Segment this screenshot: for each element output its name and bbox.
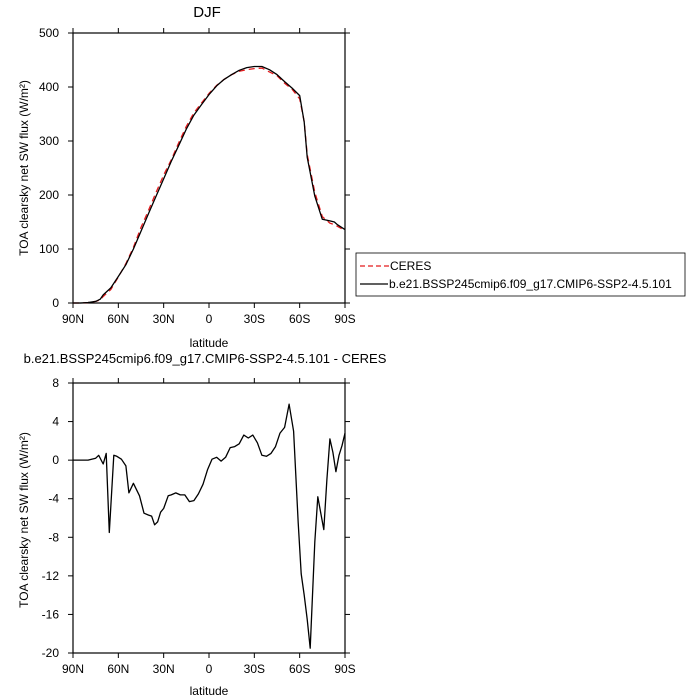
top-y-axis-label: TOA clearsky net SW flux (W/m²) — [17, 80, 31, 256]
top-series-line-1 — [73, 65, 346, 304]
top-panel: DJF 0 100 200 300 400 500 90N 60N 30N 0 30S 60S 90S… — [17, 4, 686, 350]
legend-entry-model: b.e21.BSSP245cmip6.f09_g17.CMIP6-SSP2-4.… — [389, 277, 672, 291]
top-x-tick-label: 90N — [62, 312, 84, 326]
bottom-y-tick-label: 0 — [52, 453, 59, 467]
bottom-x-tick-label: 30N — [153, 662, 175, 676]
top-series-line-0 — [73, 67, 346, 304]
bottom-x-tick-label: 60S — [289, 662, 310, 676]
top-x-tick-label: 90S — [334, 312, 355, 326]
bottom-x-tick-label: 60N — [107, 662, 129, 676]
bottom-x-tick-label: 30S — [244, 662, 265, 676]
bottom-y-tick-label: -8 — [48, 530, 59, 544]
top-y-tick-label: 300 — [39, 134, 59, 148]
bottom-x-axis-label: latitude — [190, 684, 229, 698]
legend-box — [355, 252, 686, 297]
bottom-y-tick-label: 4 — [52, 415, 59, 429]
bottom-y-tick-label: -20 — [42, 646, 60, 660]
top-chart-title: DJF — [193, 4, 221, 21]
bottom-chart-title: b.e21.BSSP245cmip6.f09_g17.CMIP6-SSP2-4.… — [24, 351, 387, 366]
top-y-tick-label: 500 — [39, 26, 59, 40]
bottom-x-tick-label: 90S — [334, 662, 355, 676]
legend: CERES b.e21.BSSP245cmip6.f09_g17.CMIP6-S… — [355, 252, 686, 297]
top-y-tick-label: 200 — [39, 188, 59, 202]
top-y-tick-label: 400 — [39, 80, 59, 94]
bottom-x-ticks: 90N 60N 30N 0 30S 60S 90S — [62, 378, 356, 676]
bottom-x-tick-label: 90N — [62, 662, 84, 676]
legend-entry-ceres: CERES — [390, 259, 431, 273]
bottom-y-axis-label: TOA clearsky net SW flux (W/m²) — [17, 432, 31, 608]
top-y-tick-label: 0 — [52, 296, 59, 310]
bottom-y-tick-label: -16 — [42, 607, 60, 621]
bottom-panel: b.e21.BSSP245cmip6.f09_g17.CMIP6-SSP2-4.… — [17, 351, 387, 698]
top-x-tick-label: 60N — [107, 312, 129, 326]
bottom-x-tick-label: 0 — [206, 662, 213, 676]
bottom-plot-area — [72, 382, 346, 654]
bottom-series-line-0 — [73, 403, 346, 649]
bottom-y-tick-label: -12 — [42, 569, 60, 583]
top-y-tick-label: 100 — [39, 242, 59, 256]
top-plot-area — [72, 32, 346, 304]
bottom-y-tick-label: -4 — [48, 492, 59, 506]
top-x-axis-label: latitude — [190, 336, 229, 350]
top-x-tick-label: 60S — [289, 312, 310, 326]
top-x-tick-label: 30N — [153, 312, 175, 326]
bottom-y-tick-label: 8 — [52, 376, 59, 390]
bottom-y-ticks: 8 4 0 -4 -8 -12 -16 -20 — [42, 376, 350, 660]
top-x-tick-label: 30S — [244, 312, 265, 326]
bottom-series-lines — [73, 403, 346, 649]
top-x-ticks: 90N 60N 30N 0 30S 60S 90S — [62, 28, 356, 326]
top-series-lines — [73, 65, 346, 304]
top-y-ticks: 0 100 200 300 400 500 — [39, 26, 350, 310]
top-x-tick-label: 0 — [206, 312, 213, 326]
